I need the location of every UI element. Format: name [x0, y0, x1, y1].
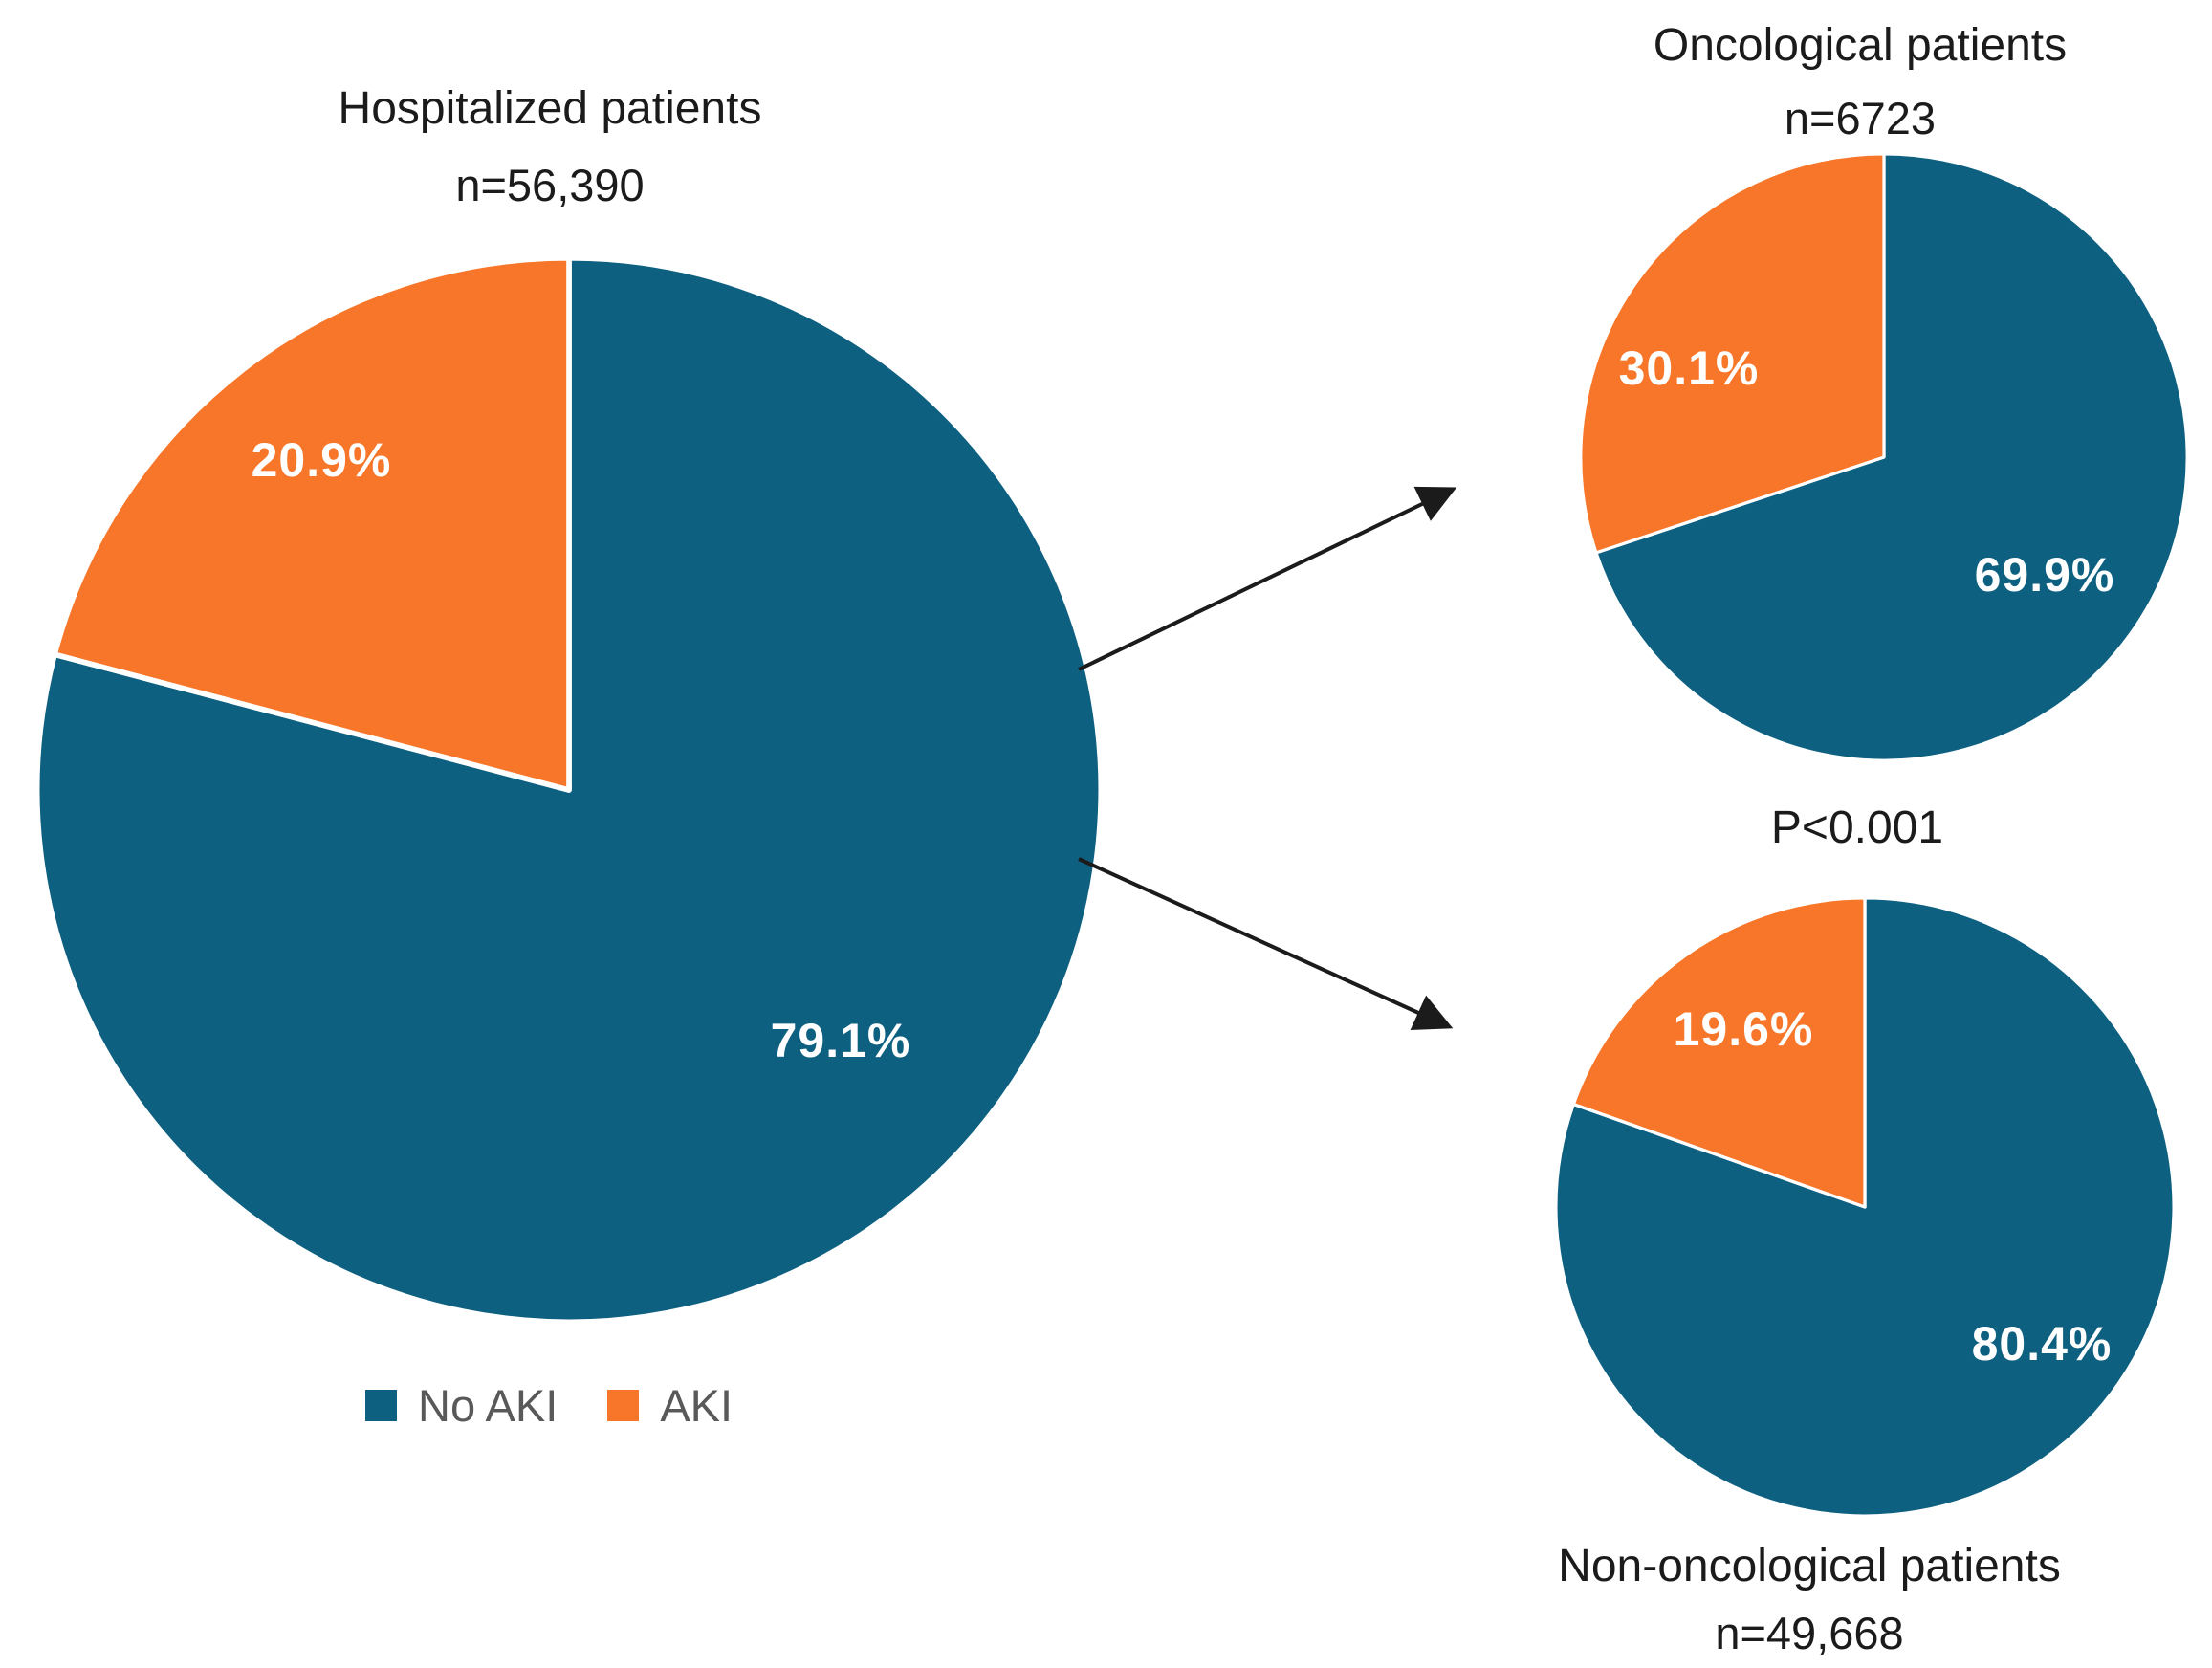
oncological-title-block: Oncological patients n=6723	[1549, 19, 2171, 144]
arrow-to-oncological-icon	[1078, 486, 1457, 671]
non-oncological-n-label: n=49,668	[1715, 1608, 1904, 1659]
pie-slice-aki	[1579, 152, 1886, 555]
slice-label-hospitalized-aki: 20.9%	[251, 433, 392, 487]
slice-label-non-oncological-aki: 19.6%	[1673, 1002, 1814, 1056]
p-value-label: P<0.001	[1770, 802, 1944, 853]
arrow-to-non-oncological-icon	[1078, 857, 1454, 1031]
pie-oncological: 30.1% 69.9%	[1577, 150, 2191, 764]
no-aki-swatch-icon	[365, 1390, 397, 1421]
non-oncological-title: Non-oncological patients	[1558, 1541, 2061, 1591]
pie-non-oncological: 19.6% 80.4%	[1552, 894, 2178, 1520]
main-chart-title-block: Hospitalized patients n=56,390	[5, 82, 1095, 211]
legend-label-aki: AKI	[660, 1380, 734, 1431]
slice-label-oncological-aki: 30.1%	[1618, 341, 1760, 395]
pie-oncological-svg	[1579, 152, 2189, 762]
oncological-n-label: n=6723	[1784, 93, 1937, 144]
legend-item-aki: AKI	[607, 1379, 733, 1432]
legend-label-no-aki: No AKI	[418, 1380, 558, 1431]
oncological-title: Oncological patients	[1653, 20, 2068, 71]
aki-swatch-icon	[607, 1390, 640, 1421]
slice-label-non-oncological-no-aki: 80.4%	[1971, 1317, 2113, 1371]
legend: No AKI AKI	[365, 1379, 733, 1432]
slice-label-hospitalized-no-aki: 79.1%	[770, 1014, 911, 1067]
pie-slice-no-aki	[1594, 152, 2189, 762]
pie-slice-aki	[1571, 896, 1867, 1209]
main-chart-title: Hospitalized patients	[338, 83, 762, 134]
slice-label-oncological-no-aki: 69.9%	[1974, 548, 2115, 602]
main-chart-n-label: n=56,390	[455, 160, 645, 211]
legend-item-no-aki: No AKI	[365, 1379, 558, 1432]
non-oncological-title-block: Non-oncological patients n=49,668	[1499, 1540, 2120, 1659]
pie-hospitalized: 20.9% 79.1%	[31, 252, 1107, 1328]
pie-non-oncological-svg	[1554, 896, 2176, 1518]
pie-hospitalized-svg	[33, 254, 1104, 1326]
pie-slice-aki	[52, 254, 572, 793]
